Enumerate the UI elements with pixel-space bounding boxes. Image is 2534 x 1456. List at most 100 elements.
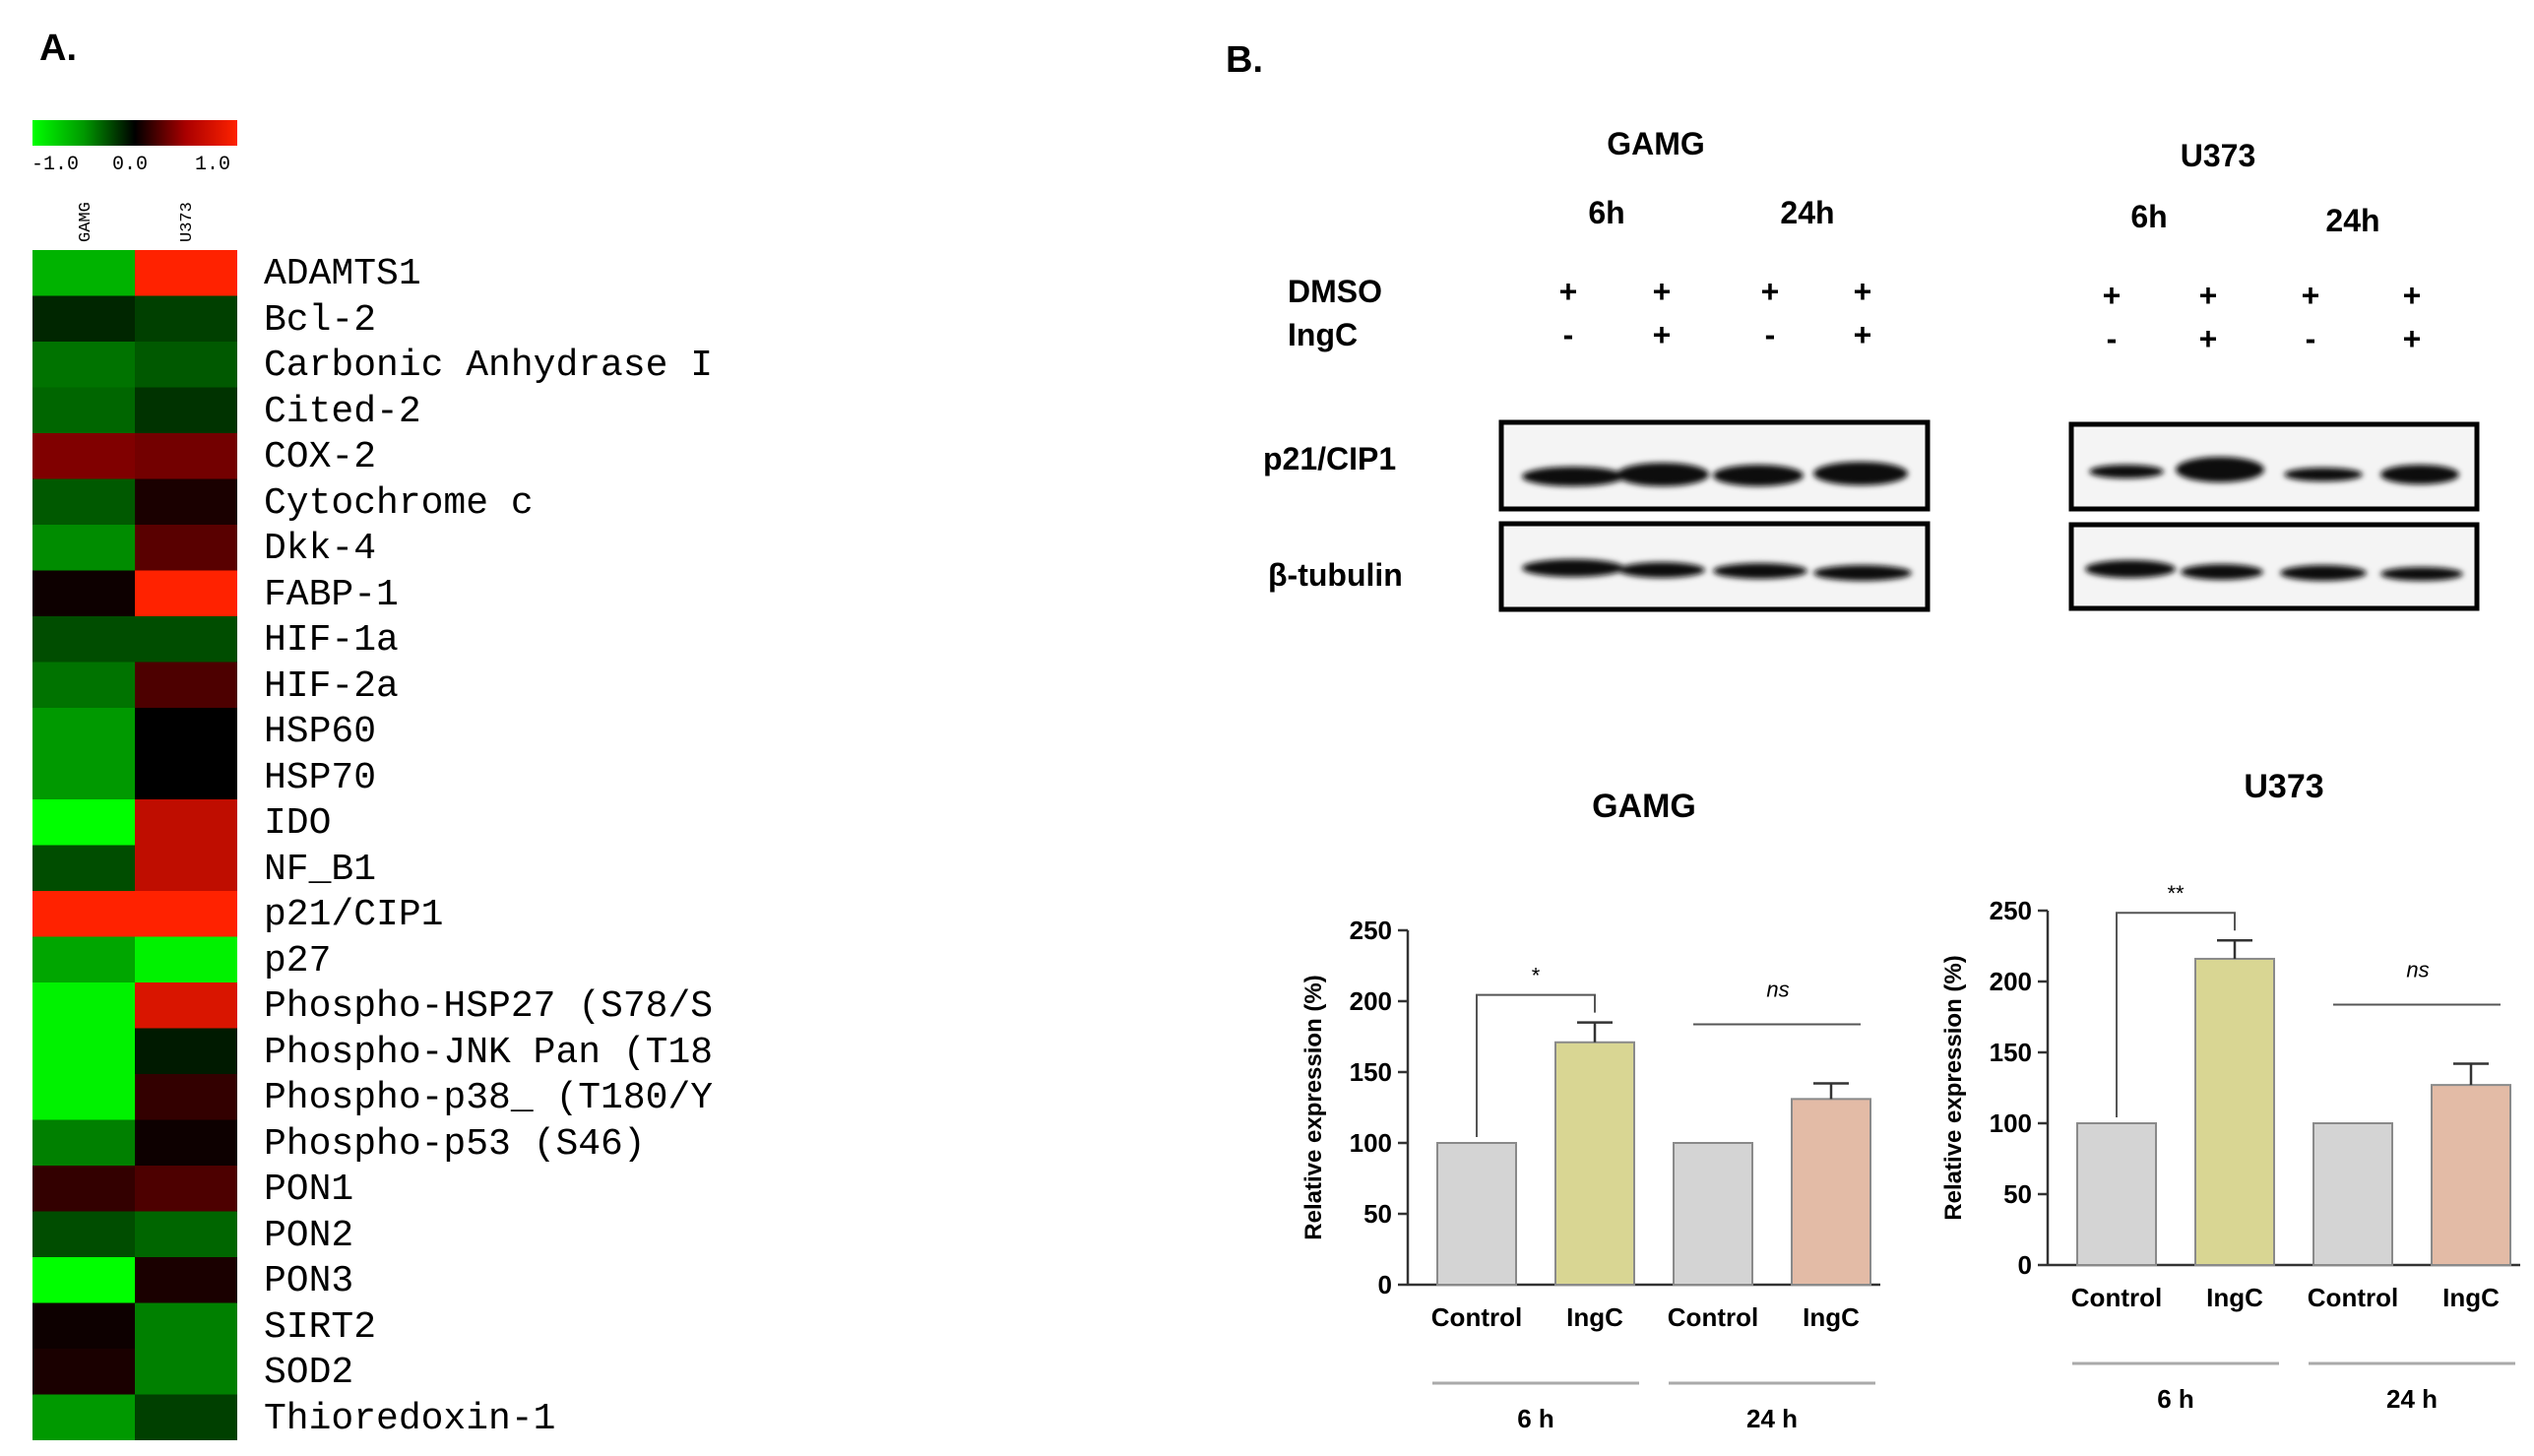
heatmap-cell <box>32 708 135 755</box>
ingc-sign: + <box>1652 317 1672 352</box>
x-tick-label: IngC <box>1803 1302 1860 1332</box>
y-tick-label: 250 <box>1990 896 2032 925</box>
heatmap-cell <box>32 845 135 892</box>
y-tick-label: 150 <box>1990 1038 2032 1067</box>
dmso-sign: + <box>1558 274 1578 309</box>
bar <box>2194 957 2275 1267</box>
heatmap-cell <box>135 250 237 297</box>
gene-label: COX-2 <box>264 436 377 478</box>
significance-label: ns <box>2406 958 2429 982</box>
bar <box>1436 1142 1517 1286</box>
gene-label: PON1 <box>264 1169 354 1211</box>
bar <box>1673 1142 1753 1286</box>
chart-title: U373 <box>2244 768 2323 805</box>
significance-label: * <box>1532 964 1541 988</box>
heatmap-cell <box>135 570 237 617</box>
heatmap-cell <box>32 1119 135 1167</box>
bar <box>2312 1122 2393 1266</box>
blot-band <box>2284 468 2363 481</box>
x-tick-label: IngC <box>2206 1283 2263 1312</box>
ingc-sign: - <box>2305 321 2316 356</box>
bar <box>2431 1084 2511 1266</box>
blot-band <box>2380 465 2459 484</box>
bar-chart-u373: U373 Relative expression (%) 0 50 100 150 200 2… <box>1940 768 2520 1414</box>
y-tick-label: 100 <box>1990 1108 2032 1138</box>
group-label: 6 h <box>2157 1384 2194 1414</box>
ingc-sign: - <box>2106 321 2118 356</box>
dmso-sign: + <box>2301 278 2320 313</box>
heatmap-cell <box>32 525 135 572</box>
heatmap-cell <box>32 570 135 617</box>
heatmap-cell <box>32 295 135 343</box>
heatmap-cell <box>32 1074 135 1121</box>
significance-label: ** <box>2167 881 2185 906</box>
heatmap-cell <box>32 1257 135 1304</box>
scale-max-label: 1.0 <box>195 154 230 176</box>
significance-label: ns <box>1766 978 1789 1002</box>
group-label: 24 h <box>1746 1404 1798 1433</box>
heatmap-cell <box>135 662 237 709</box>
significance-bracket <box>2116 912 2236 1117</box>
panel-a-label: A. <box>39 28 77 69</box>
heatmap-cell <box>135 1119 237 1167</box>
y-tick-label: 50 <box>2003 1179 2032 1209</box>
dmso-sign: + <box>1760 274 1780 309</box>
wb-time-u373-24h: 24h <box>2325 203 2380 238</box>
heatmap-cell <box>32 478 135 526</box>
y-tick-label: 0 <box>2018 1250 2032 1280</box>
wb-time-gamg-24h: 24h <box>1780 195 1835 230</box>
ingc-sign: + <box>2198 321 2218 356</box>
gene-label: Carbonic Anhydrase I <box>264 345 714 387</box>
y-tick-label: 200 <box>1990 967 2032 996</box>
gene-label: Phospho-p38_ (T180/Y <box>264 1077 714 1119</box>
ingc-sign: - <box>1562 317 1574 352</box>
heatmap-cell <box>135 478 237 526</box>
x-tick-label: Control <box>2308 1283 2398 1312</box>
y-tick-label: 100 <box>1350 1128 1392 1158</box>
heatmap-cell <box>135 982 237 1030</box>
wb-title-gamg: GAMG <box>1607 126 1705 161</box>
gene-label: Dkk-4 <box>264 528 377 570</box>
bar <box>2076 1122 2157 1266</box>
heatmap-cell <box>135 1074 237 1121</box>
blot-band <box>2181 564 2263 580</box>
column-label-gamg: GAMG <box>77 202 95 242</box>
gene-label: HSP60 <box>264 711 377 753</box>
heatmap-cell <box>32 387 135 434</box>
heatmap-cell <box>135 295 237 343</box>
gene-label: Phospho-JNK Pan (T18 <box>264 1031 714 1074</box>
heatmap-cell <box>32 982 135 1030</box>
heatmap-cell <box>135 753 237 800</box>
blot-band <box>1813 565 1912 581</box>
heatmap-colorbar <box>32 120 237 146</box>
heatmap-cell <box>135 1349 237 1396</box>
gene-label: NF_B1 <box>264 848 377 891</box>
western-blot-images <box>1498 419 2480 612</box>
heatmap-cell <box>135 799 237 847</box>
heatmap-cell <box>32 1166 135 1213</box>
chart-title: GAMG <box>1592 788 1696 825</box>
heatmap-cell <box>135 891 237 938</box>
wb-row-ingc: IngC <box>1288 317 1359 352</box>
gene-label: Phospho-p53 (S46) <box>264 1122 646 1166</box>
heatmap-cell <box>135 1211 237 1258</box>
heatmap-cell <box>32 1028 135 1075</box>
dmso-sign: + <box>2102 278 2122 313</box>
blot-band <box>2176 457 2264 482</box>
wb-time-gamg-6h: 6h <box>1588 195 1625 230</box>
gene-label: FABP-1 <box>264 573 399 616</box>
blot-band <box>1713 465 1804 486</box>
heatmap-cell <box>32 753 135 800</box>
heatmap-cell <box>135 433 237 480</box>
ingc-sign: + <box>1853 317 1872 352</box>
blot-band <box>2085 560 2176 578</box>
wb-row-dmso: DMSO <box>1288 274 1382 309</box>
y-tick-label: 50 <box>1363 1199 1392 1229</box>
gene-label: PON3 <box>264 1260 354 1302</box>
heatmap-cell <box>135 525 237 572</box>
significance-bracket <box>1476 993 1596 1137</box>
gene-label: p21/CIP1 <box>264 894 444 936</box>
ingc-sign: - <box>1764 317 1776 352</box>
heatmap-cell <box>32 342 135 389</box>
heatmap-cell <box>32 936 135 983</box>
